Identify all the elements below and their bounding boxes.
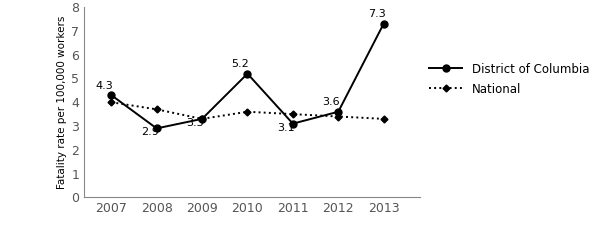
District of Columbia xyxy=(380,22,387,25)
Text: 2.9: 2.9 xyxy=(141,127,158,137)
National xyxy=(289,113,296,116)
Line: District of Columbia: District of Columbia xyxy=(108,20,387,132)
National xyxy=(335,115,342,118)
District of Columbia xyxy=(289,122,296,125)
Text: 3.6: 3.6 xyxy=(322,98,340,107)
Text: 3.3: 3.3 xyxy=(186,118,204,128)
National xyxy=(380,118,387,120)
Line: National: National xyxy=(109,100,386,121)
District of Columbia xyxy=(107,94,115,97)
Text: 3.1: 3.1 xyxy=(277,123,295,133)
Y-axis label: Fatality rate per 100,000 workers: Fatality rate per 100,000 workers xyxy=(57,16,67,189)
Text: 7.3: 7.3 xyxy=(368,9,386,20)
District of Columbia xyxy=(335,110,342,113)
National xyxy=(244,110,251,113)
National xyxy=(199,118,206,120)
National xyxy=(153,108,160,111)
National xyxy=(107,101,115,104)
District of Columbia xyxy=(199,118,206,120)
Legend: District of Columbia, National: District of Columbia, National xyxy=(429,63,589,96)
Text: 4.3: 4.3 xyxy=(95,81,113,91)
District of Columbia xyxy=(153,127,160,130)
Text: 5.2: 5.2 xyxy=(232,59,250,69)
District of Columbia xyxy=(244,72,251,75)
